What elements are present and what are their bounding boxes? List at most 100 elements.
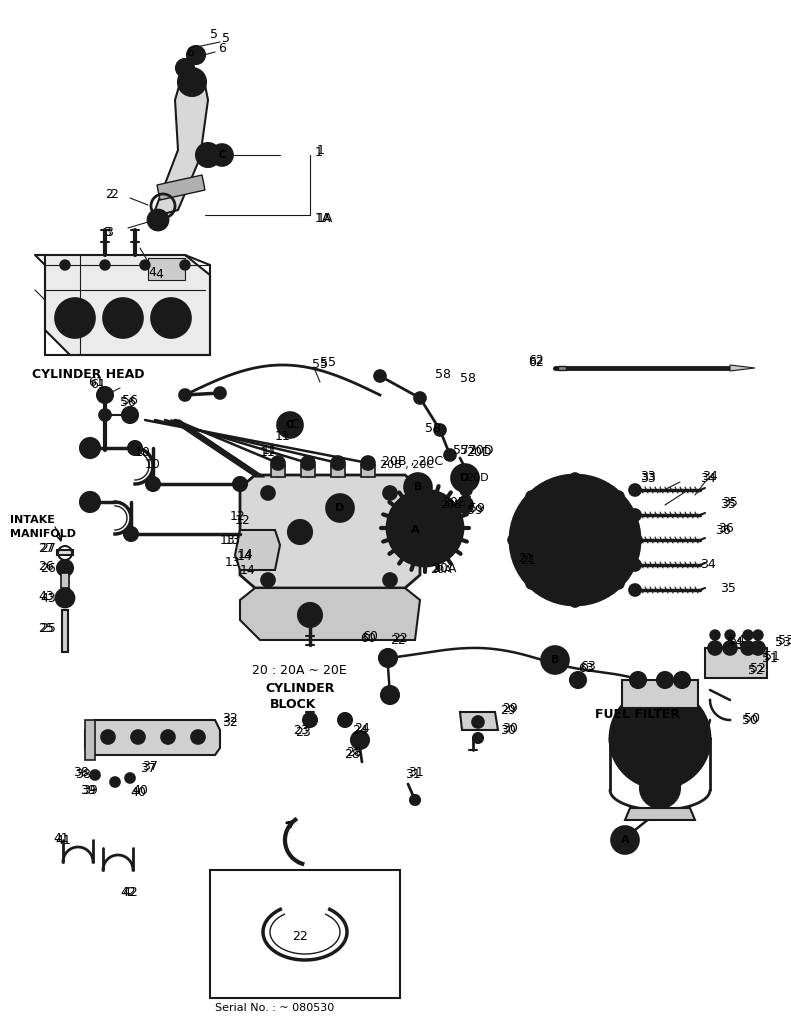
Circle shape <box>69 312 81 324</box>
Text: 4: 4 <box>148 266 156 280</box>
Circle shape <box>187 46 205 63</box>
Text: 22: 22 <box>392 632 407 644</box>
Text: 53: 53 <box>775 636 791 648</box>
Text: 50: 50 <box>742 714 758 726</box>
Circle shape <box>617 695 703 781</box>
Text: 29: 29 <box>500 703 516 717</box>
Circle shape <box>610 688 710 788</box>
Circle shape <box>326 494 354 522</box>
Circle shape <box>288 520 312 544</box>
Text: 51: 51 <box>764 649 780 663</box>
Text: 54: 54 <box>727 636 743 648</box>
Circle shape <box>725 630 735 640</box>
Bar <box>361 465 375 477</box>
Circle shape <box>261 573 275 587</box>
Circle shape <box>473 733 483 743</box>
Text: 32: 32 <box>222 716 238 728</box>
Text: 42: 42 <box>122 886 138 898</box>
Text: 2: 2 <box>110 188 118 202</box>
Circle shape <box>57 560 73 575</box>
Text: 43: 43 <box>38 590 54 602</box>
Circle shape <box>541 646 569 674</box>
Circle shape <box>520 485 630 595</box>
Circle shape <box>101 730 115 744</box>
Polygon shape <box>35 255 210 355</box>
Circle shape <box>80 438 100 458</box>
Polygon shape <box>85 720 220 755</box>
Text: 10: 10 <box>135 445 151 459</box>
Text: 61: 61 <box>90 379 106 391</box>
Circle shape <box>743 630 753 640</box>
Circle shape <box>181 63 189 72</box>
Text: 36: 36 <box>718 521 734 535</box>
Text: 52: 52 <box>748 664 764 677</box>
Text: 51: 51 <box>762 651 778 665</box>
Circle shape <box>151 298 191 338</box>
Circle shape <box>753 630 763 640</box>
Text: 56: 56 <box>122 394 138 408</box>
Text: 38: 38 <box>73 767 89 779</box>
Circle shape <box>383 486 397 500</box>
Polygon shape <box>85 720 95 760</box>
Circle shape <box>331 456 345 470</box>
Text: 34: 34 <box>700 558 716 571</box>
Text: 27: 27 <box>38 542 54 555</box>
Text: C: C <box>286 420 294 430</box>
Text: 50: 50 <box>744 712 760 725</box>
Circle shape <box>148 210 168 230</box>
Circle shape <box>510 475 640 605</box>
Circle shape <box>410 795 420 805</box>
Text: 12: 12 <box>235 513 251 526</box>
Circle shape <box>383 573 397 587</box>
Polygon shape <box>155 72 208 215</box>
Text: INTAKE: INTAKE <box>10 515 55 525</box>
Circle shape <box>570 672 586 688</box>
Text: 28: 28 <box>346 746 361 760</box>
Text: 33: 33 <box>640 471 656 484</box>
Circle shape <box>614 579 624 589</box>
Text: 58: 58 <box>425 422 441 434</box>
Text: 13: 13 <box>225 555 240 568</box>
Text: 4: 4 <box>155 268 163 282</box>
Circle shape <box>751 641 765 655</box>
Text: 35: 35 <box>722 497 738 510</box>
Circle shape <box>261 486 275 500</box>
Text: 11: 11 <box>275 430 291 443</box>
Circle shape <box>723 641 737 655</box>
Circle shape <box>176 59 194 77</box>
Text: 40: 40 <box>132 783 148 797</box>
Text: 13: 13 <box>225 534 240 547</box>
Text: 14: 14 <box>238 549 254 561</box>
Text: 20D: 20D <box>466 473 489 483</box>
Text: 20A: 20A <box>432 561 456 574</box>
Circle shape <box>401 516 429 544</box>
Circle shape <box>304 609 316 621</box>
Circle shape <box>117 312 129 324</box>
Text: 43: 43 <box>40 592 55 604</box>
Bar <box>210 870 400 998</box>
Text: 5: 5 <box>210 29 218 42</box>
Circle shape <box>180 260 190 270</box>
Text: 31: 31 <box>405 768 421 781</box>
Circle shape <box>83 441 97 455</box>
Circle shape <box>122 407 138 423</box>
Bar <box>331 465 345 477</box>
Circle shape <box>374 370 386 382</box>
Text: B: B <box>551 655 559 665</box>
Polygon shape <box>625 808 695 820</box>
Circle shape <box>472 716 484 728</box>
Circle shape <box>125 773 135 783</box>
Text: 30: 30 <box>500 724 516 736</box>
Circle shape <box>165 312 177 324</box>
Circle shape <box>90 770 100 780</box>
Polygon shape <box>240 475 420 588</box>
Polygon shape <box>157 175 205 200</box>
Circle shape <box>379 649 397 667</box>
Text: 31: 31 <box>408 767 424 779</box>
Text: 6: 6 <box>186 45 194 58</box>
Text: 20B , 20C: 20B , 20C <box>380 460 434 470</box>
Circle shape <box>629 584 641 596</box>
Text: BLOCK: BLOCK <box>270 697 316 711</box>
Text: A: A <box>621 835 630 845</box>
Circle shape <box>526 492 536 501</box>
